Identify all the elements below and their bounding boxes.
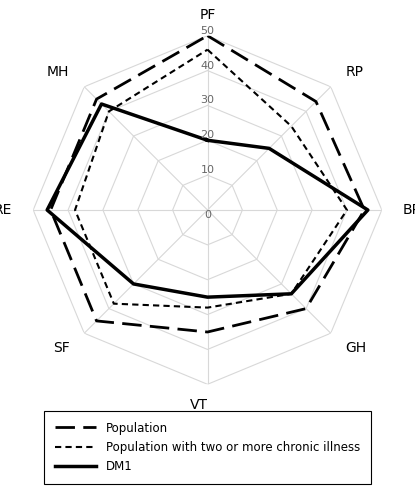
Text: RP: RP [346, 65, 364, 79]
Text: RE: RE [0, 203, 12, 217]
Text: GH: GH [346, 341, 367, 355]
Text: 40: 40 [200, 60, 215, 70]
Text: SF: SF [53, 341, 69, 355]
Text: 20: 20 [200, 130, 215, 140]
Text: VT: VT [190, 398, 208, 412]
Text: PF: PF [199, 8, 216, 22]
Text: BP: BP [403, 203, 415, 217]
Text: MH: MH [47, 65, 69, 79]
Text: 50: 50 [200, 26, 215, 36]
Text: 10: 10 [200, 165, 215, 175]
Text: 0: 0 [204, 210, 211, 220]
Legend: Population, Population with two or more chronic illness, DM1: Population, Population with two or more … [44, 411, 371, 484]
Text: 30: 30 [200, 96, 215, 106]
